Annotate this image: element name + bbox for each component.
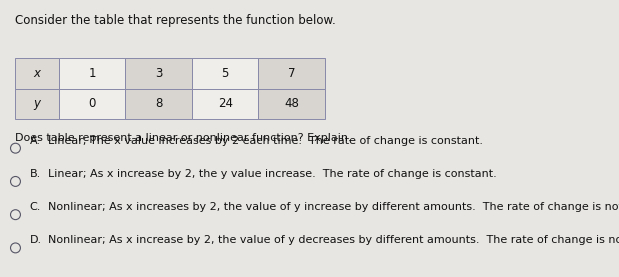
Bar [192, 58, 258, 89]
Text: C.: C. [30, 202, 41, 212]
Bar [125, 89, 192, 119]
Bar [192, 89, 258, 119]
Bar [15, 58, 59, 89]
Text: 48: 48 [284, 98, 299, 110]
Text: Does table represent a linear or nonlinear function? Explain.: Does table represent a linear or nonline… [15, 133, 352, 143]
Text: Linear; The x value increases by 2 each time.  The rate of change is constant.: Linear; The x value increases by 2 each … [48, 136, 483, 146]
Ellipse shape [11, 210, 20, 220]
Text: Consider the table that represents the function below.: Consider the table that represents the f… [15, 14, 336, 27]
Text: B.: B. [30, 169, 41, 179]
Text: 8: 8 [155, 98, 162, 110]
Text: Linear; As x increase by 2, the y value increase.  The rate of change is constan: Linear; As x increase by 2, the y value … [48, 169, 497, 179]
Text: Nonlinear; As x increases by 2, the value of y increase by different amounts.  T: Nonlinear; As x increases by 2, the valu… [48, 202, 619, 212]
Text: D.: D. [30, 235, 42, 245]
Bar [59, 58, 125, 89]
Text: 7: 7 [288, 67, 295, 80]
Text: 3: 3 [155, 67, 162, 80]
Text: 1: 1 [89, 67, 96, 80]
Bar [258, 58, 325, 89]
Text: 0: 0 [89, 98, 96, 110]
Text: Nonlinear; As x increase by 2, the value of y decreases by different amounts.  T: Nonlinear; As x increase by 2, the value… [48, 235, 619, 245]
Ellipse shape [11, 143, 20, 153]
Text: y: y [33, 98, 41, 110]
Bar [59, 89, 125, 119]
Ellipse shape [11, 243, 20, 253]
Text: x: x [33, 67, 41, 80]
Text: A.: A. [30, 136, 41, 146]
Text: 5: 5 [222, 67, 229, 80]
Bar [15, 89, 59, 119]
Ellipse shape [11, 176, 20, 186]
Bar [258, 89, 325, 119]
Bar [125, 58, 192, 89]
Text: 24: 24 [218, 98, 233, 110]
